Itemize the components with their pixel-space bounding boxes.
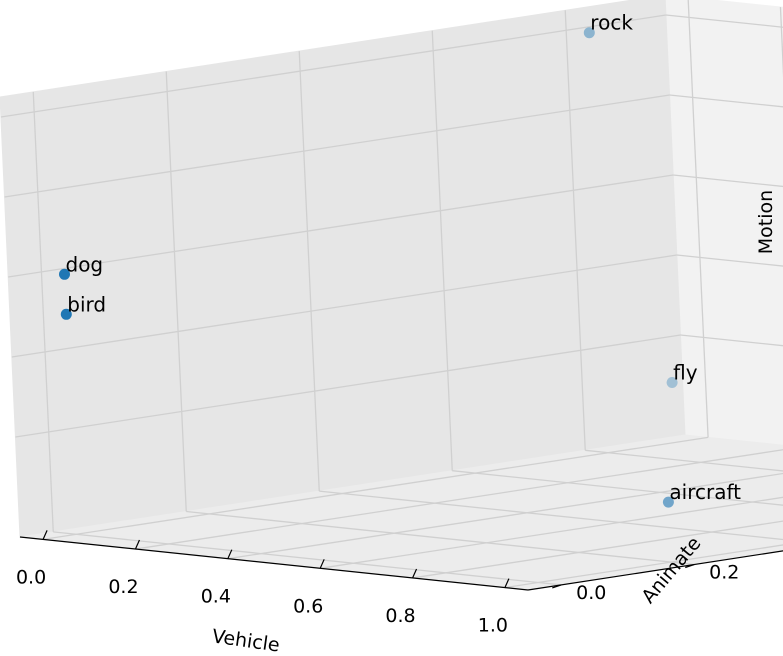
grid-line — [680, 334, 783, 347]
grid-line — [11, 254, 677, 358]
grid-line — [319, 490, 783, 541]
data-point-fly — [666, 377, 678, 388]
x-tick — [227, 549, 233, 559]
point-labels: rockdogbirdflycaraircraft — [66, 11, 742, 504]
grid-line — [412, 520, 783, 579]
grid-line — [673, 174, 783, 188]
y-tick-label: 0.0 — [576, 582, 606, 604]
grid-line — [186, 510, 695, 566]
data-point-aircraft — [662, 496, 674, 508]
data-point-dog — [59, 268, 70, 280]
axis-lines — [19, 536, 783, 591]
grid-line — [669, 94, 783, 108]
point-label-aircraft: aircraft — [669, 480, 741, 504]
grid-line — [0, 14, 667, 118]
grid-line — [687, 0, 709, 438]
grid-line — [227, 472, 783, 560]
data-points — [59, 27, 678, 508]
grid-lines — [0, 0, 783, 589]
grid-line — [431, 30, 453, 471]
y-axis-line — [527, 550, 783, 591]
tick-marks — [42, 530, 695, 589]
y-tick — [552, 584, 562, 589]
grid-line — [298, 51, 320, 492]
point-label-bird: bird — [67, 292, 106, 316]
x-tick-label: 1.0 — [478, 615, 508, 637]
data-point-rock — [583, 27, 595, 39]
grid-line — [585, 449, 783, 472]
y-tick-label: 0.2 — [709, 562, 739, 584]
x-tick-label: 0.0 — [16, 566, 46, 588]
grid-line — [53, 531, 562, 586]
x-tick — [504, 578, 510, 588]
x-tick-label: 0.2 — [108, 576, 138, 598]
grid-line — [32, 91, 54, 532]
grid-line — [42, 436, 709, 541]
data-point-bird — [60, 308, 72, 320]
grid-line — [4, 94, 670, 198]
grid-line — [8, 174, 674, 278]
y-tick — [685, 563, 695, 569]
x-tick-label: 0.6 — [293, 595, 323, 617]
grid-line — [676, 254, 783, 267]
grid-line — [504, 544, 783, 589]
x-axis-line — [19, 536, 529, 591]
grid-line — [135, 449, 783, 550]
point-label-fly: fly — [673, 361, 698, 385]
x-tick-label: 0.8 — [385, 605, 415, 627]
x-axis-label: Vehicle — [211, 625, 281, 656]
grid-line — [564, 10, 586, 451]
point-label-dog: dog — [66, 252, 104, 276]
x-tick-label: 0.4 — [201, 586, 231, 608]
x-tick — [134, 539, 141, 550]
grid-line — [452, 470, 783, 506]
grid-line — [665, 14, 783, 28]
grid-line — [165, 71, 187, 512]
axis-panes — [0, 0, 783, 591]
grid-line — [320, 496, 783, 569]
x-tick — [319, 559, 325, 569]
x-tick — [411, 568, 418, 579]
grid-line — [15, 334, 681, 438]
x-tick — [42, 530, 48, 540]
tick-labels: 0.00.20.40.60.81.00.00.20.40.60.80.00.20… — [16, 562, 739, 637]
point-label-rock: rock — [590, 11, 633, 35]
z-axis-label: Motion — [755, 190, 777, 254]
